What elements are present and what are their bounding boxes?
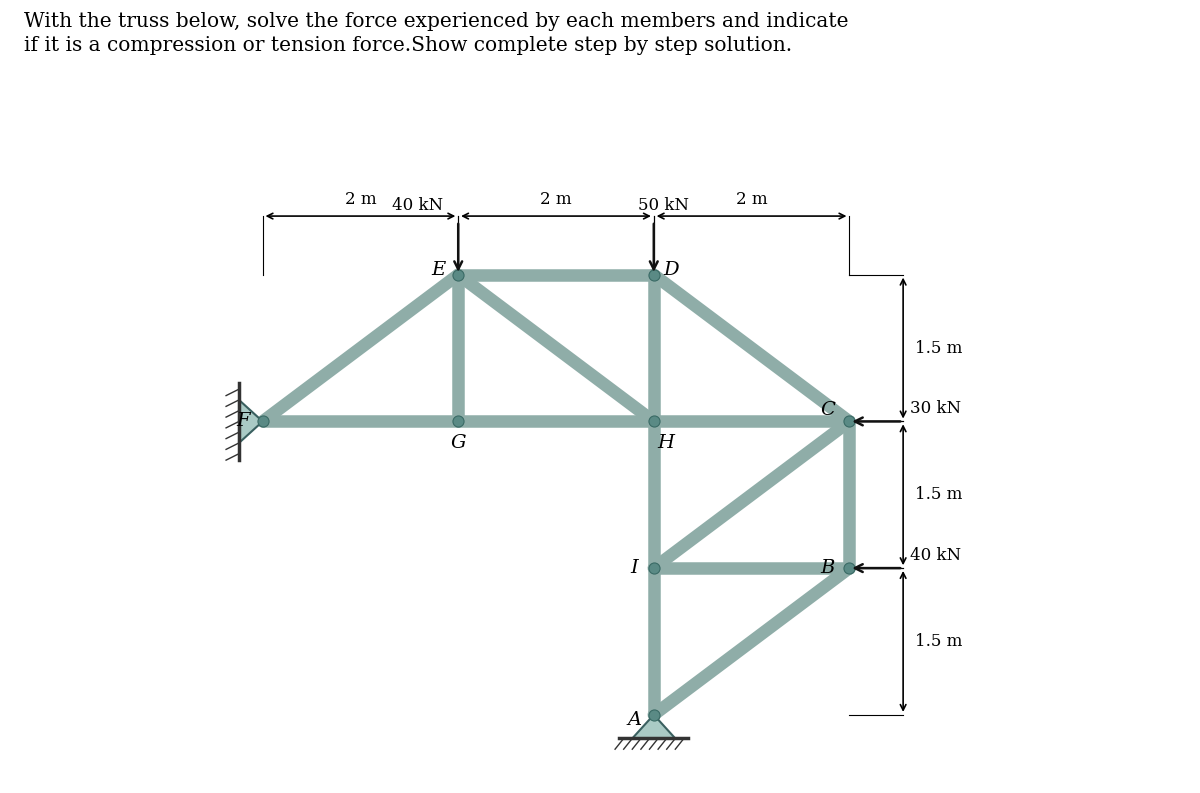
Text: 2 m: 2 m — [540, 191, 572, 209]
Text: I: I — [630, 559, 638, 577]
Text: F: F — [236, 412, 250, 431]
Text: H: H — [658, 434, 674, 452]
Text: E: E — [432, 261, 445, 279]
Text: 1.5 m: 1.5 m — [914, 486, 962, 504]
Text: G: G — [450, 434, 466, 452]
Text: B: B — [821, 559, 835, 577]
Text: 1.5 m: 1.5 m — [914, 633, 962, 650]
Polygon shape — [239, 400, 263, 443]
Text: A: A — [628, 711, 641, 729]
Text: 30 kN: 30 kN — [910, 400, 961, 417]
Text: if it is a compression or tension force.Show complete step by step solution.: if it is a compression or tension force.… — [24, 36, 792, 55]
Text: 2 m: 2 m — [344, 191, 377, 209]
Text: D: D — [664, 261, 679, 279]
Text: 1.5 m: 1.5 m — [914, 339, 962, 357]
Text: With the truss below, solve the force experienced by each members and indicate: With the truss below, solve the force ex… — [24, 12, 848, 31]
Text: 50 kN: 50 kN — [638, 197, 689, 214]
Text: C: C — [821, 400, 835, 419]
Text: 2 m: 2 m — [736, 191, 767, 209]
Polygon shape — [632, 714, 676, 738]
Text: 40 kN: 40 kN — [391, 197, 443, 214]
Text: 40 kN: 40 kN — [910, 547, 961, 564]
